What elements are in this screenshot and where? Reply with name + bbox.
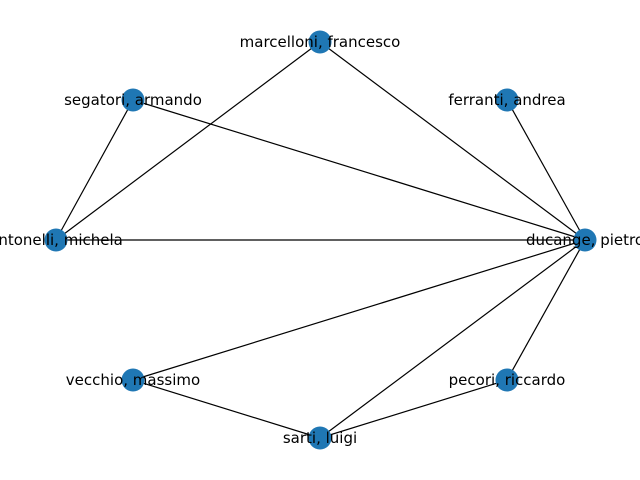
edge-vecchio-sarti: [132, 379, 321, 439]
node-label-vecchio: vecchio, massimo: [66, 371, 200, 389]
edge-marcelloni-ducange: [319, 41, 586, 241]
node-label-antonelli: antonelli, michela: [0, 231, 123, 249]
edge-marcelloni-antonelli: [55, 41, 321, 241]
labels-layer: marcelloni, francesco segatori, armando fe…: [0, 33, 640, 447]
nodes-layer: [44, 30, 597, 450]
edge-segatori-ducange: [132, 99, 586, 241]
edge-pecori-ducange: [506, 239, 586, 381]
node-segatori: [121, 88, 145, 112]
edges-layer: [55, 41, 586, 439]
node-antonelli: [44, 228, 68, 252]
node-label-segatori: segatori, armando: [64, 91, 202, 109]
node-label-marcelloni: marcelloni, francesco: [240, 33, 401, 51]
node-vecchio: [121, 368, 145, 392]
node-pecori: [495, 368, 519, 392]
node-label-sarti: sarti, luigi: [283, 429, 357, 447]
node-ferranti: [495, 88, 519, 112]
node-label-pecori: pecori, riccardo: [449, 371, 566, 389]
edge-sarti-pecori: [319, 379, 508, 439]
edge-sarti-ducange: [319, 239, 586, 439]
node-sarti: [308, 426, 332, 450]
node-label-ferranti: ferranti, andrea: [448, 91, 565, 109]
node-ducange: [573, 228, 597, 252]
node-marcelloni: [308, 30, 332, 54]
edge-vecchio-ducange: [132, 239, 586, 381]
node-label-ducange: ducange, pietro: [526, 231, 640, 249]
edge-segatori-antonelli: [55, 99, 134, 241]
edge-ferranti-ducange: [506, 99, 586, 241]
